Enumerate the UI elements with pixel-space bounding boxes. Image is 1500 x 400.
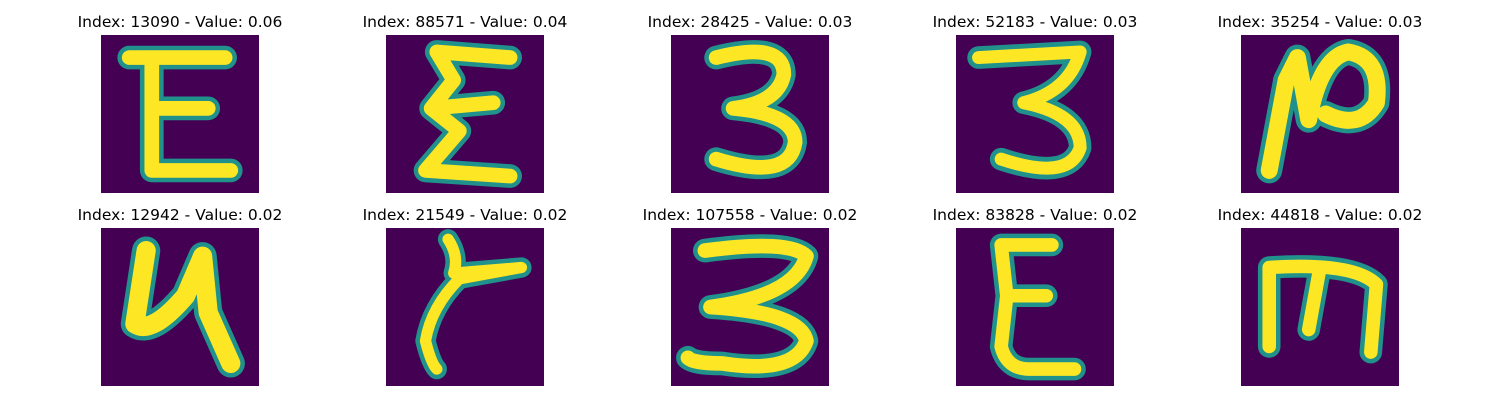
digit-image bbox=[101, 35, 259, 193]
digit-image bbox=[956, 228, 1114, 386]
sample-panel-1: Index: 13090 - Value: 0.06 bbox=[50, 12, 310, 202]
panel-title: Index: 21549 - Value: 0.02 bbox=[362, 206, 568, 224]
sample-panel-3: Index: 28425 - Value: 0.03 bbox=[620, 12, 880, 202]
panel-title: Index: 12942 - Value: 0.02 bbox=[77, 206, 283, 224]
digit-image bbox=[386, 228, 544, 386]
sample-panel-10: Index: 44818 - Value: 0.02 bbox=[1190, 205, 1450, 395]
sample-panel-6: Index: 12942 - Value: 0.02 bbox=[50, 205, 310, 395]
digit-image bbox=[1241, 35, 1399, 193]
digit-image bbox=[956, 35, 1114, 193]
panel-title: Index: 13090 - Value: 0.06 bbox=[77, 13, 283, 31]
sample-panel-4: Index: 52183 - Value: 0.03 bbox=[905, 12, 1165, 202]
sample-panel-7: Index: 21549 - Value: 0.02 bbox=[335, 205, 595, 395]
digit-image bbox=[671, 35, 829, 193]
panel-title: Index: 88571 - Value: 0.04 bbox=[362, 13, 568, 31]
panel-title: Index: 44818 - Value: 0.02 bbox=[1217, 206, 1423, 224]
digit-image bbox=[386, 35, 544, 193]
digit-image bbox=[671, 228, 829, 386]
sample-panel-8: Index: 107558 - Value: 0.02 bbox=[620, 205, 880, 395]
panel-title: Index: 107558 - Value: 0.02 bbox=[642, 206, 858, 224]
sample-panel-2: Index: 88571 - Value: 0.04 bbox=[335, 12, 595, 202]
panel-title: Index: 35254 - Value: 0.03 bbox=[1217, 13, 1423, 31]
panel-title: Index: 52183 - Value: 0.03 bbox=[932, 13, 1138, 31]
sample-panel-9: Index: 83828 - Value: 0.02 bbox=[905, 205, 1165, 395]
panel-title: Index: 28425 - Value: 0.03 bbox=[647, 13, 853, 31]
digit-image bbox=[1241, 228, 1399, 386]
panel-title: Index: 83828 - Value: 0.02 bbox=[932, 206, 1138, 224]
sample-panel-5: Index: 35254 - Value: 0.03 bbox=[1190, 12, 1450, 202]
digit-image bbox=[101, 228, 259, 386]
